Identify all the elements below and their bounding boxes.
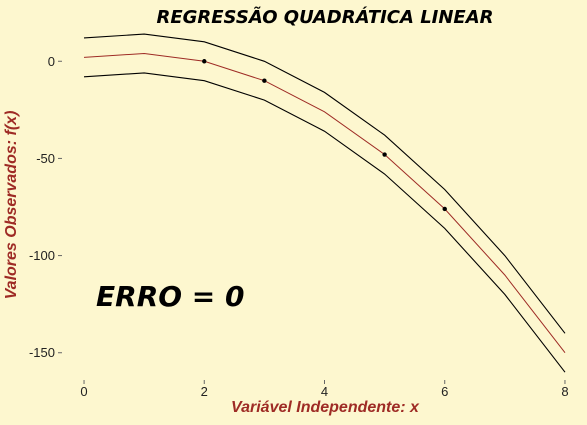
data-point: [202, 59, 207, 64]
chart-title: REGRESSÃO QUADRÁTICA LINEAR: [156, 5, 493, 28]
plot-area: [83, 33, 566, 373]
fit-line: [83, 52, 566, 354]
y-tick-label: -50: [36, 151, 55, 166]
y-tick-label: -150: [29, 345, 55, 360]
y-axis-label: Valores Observados: f(x): [3, 111, 20, 300]
x-tick-label: 0: [80, 384, 87, 399]
data-point: [262, 78, 267, 83]
error-annotation: ERRO = 0: [96, 280, 245, 313]
lower-band-line: [83, 72, 566, 373]
y-axis: 0 -50 -100 -150: [29, 54, 62, 360]
y-tick-label: 0: [48, 54, 55, 69]
data-point: [442, 206, 447, 212]
x-tick-label: 8: [561, 384, 568, 399]
x-axis: 0 2 4 6 8: [80, 380, 569, 399]
x-axis-label: Variável Independente: x: [231, 399, 420, 416]
data-point: [382, 152, 387, 157]
x-tick-label: 4: [321, 384, 328, 399]
x-tick-label: 2: [201, 384, 208, 399]
upper-band-line: [83, 33, 566, 334]
y-tick-label: -100: [29, 248, 55, 263]
x-tick-label: 6: [441, 384, 448, 399]
